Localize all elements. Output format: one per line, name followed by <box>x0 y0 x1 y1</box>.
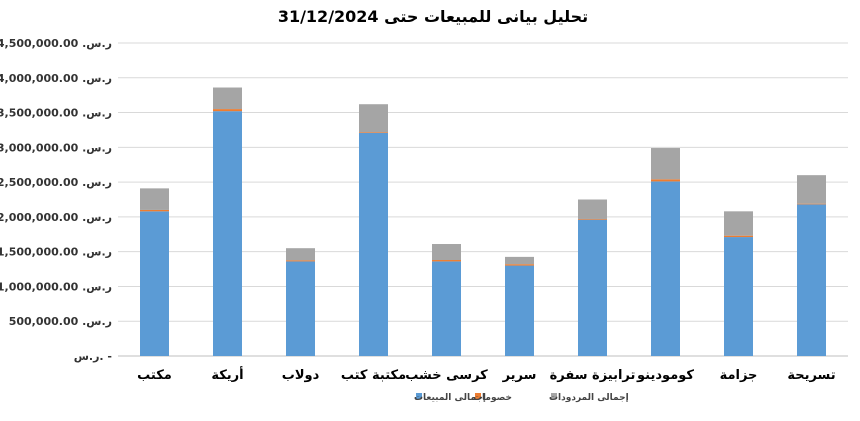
bar-segment <box>140 188 169 210</box>
bar-segment <box>140 211 169 356</box>
bar-segment <box>724 211 753 236</box>
legend-swatch <box>551 393 557 399</box>
x-tick-label: كرسى خشب <box>405 368 488 383</box>
bar-segment <box>724 237 753 356</box>
bar-segment <box>505 265 534 356</box>
chart-title: تحليل بيانى للمبيعات حتى 31/12/2024 <box>278 7 588 26</box>
bar-segment <box>505 256 534 265</box>
y-tick-label: ر.س. 1,500,000.00 <box>0 246 112 259</box>
bar-segment <box>797 175 826 204</box>
bar-segment <box>286 261 315 356</box>
x-tick-label: مكتبة كتب <box>341 368 406 383</box>
y-tick-label: ر.س. 4,000,000.00 <box>0 72 112 85</box>
bar-segment <box>140 209 169 212</box>
bar-segment <box>578 219 607 356</box>
x-tick-label: تسريحة <box>787 368 835 383</box>
bar-segment <box>797 204 826 356</box>
legend-label: إجمالى المبيعات <box>414 393 486 403</box>
y-tick-label: ر.س. 2,500,000.00 <box>0 176 112 189</box>
y-tick-label: ر.س. 500,000.00 <box>9 315 112 328</box>
bar-segment <box>651 148 680 180</box>
bar-segment <box>359 104 388 133</box>
legend-swatch <box>475 393 481 399</box>
x-tick-label: أريكة <box>211 366 243 383</box>
bar-segment <box>651 181 680 356</box>
legend-label: إجمالى المردودات <box>549 393 629 403</box>
bar-segment <box>213 87 242 110</box>
y-axis-ticks: ر.س. - ر.س. 500,000.00 ر.س. 1,000,000.00 ر.… <box>0 37 112 363</box>
y-tick-label: ر.س. - <box>74 350 112 363</box>
x-tick-label: دولاب <box>282 368 320 383</box>
bar-segment <box>213 109 242 112</box>
bar-segment <box>505 264 534 266</box>
x-tick-label: كومودينو <box>636 368 694 383</box>
bar-segment <box>286 260 315 262</box>
bar-segment <box>359 132 388 356</box>
bar-segment <box>432 261 461 356</box>
x-axis-ticks: مكتب أريكة دولاب مكتبة كتب كرسى خشب سرير ترابي… <box>137 366 836 383</box>
x-tick-label: جزامة <box>720 368 758 383</box>
bar-segment <box>359 132 388 133</box>
bar-segment <box>724 235 753 238</box>
bar-segment <box>432 260 461 262</box>
x-tick-label: ترابيزة سفرة <box>550 368 636 383</box>
y-tick-label: ر.س. 4,500,000.00 <box>0 37 112 50</box>
bar-segment <box>797 203 826 205</box>
x-tick-label: سرير <box>502 368 537 383</box>
legend-swatch <box>416 393 422 399</box>
bars <box>140 87 826 356</box>
y-tick-label: ر.س. 3,500,000.00 <box>0 107 112 120</box>
bar-segment <box>432 244 461 261</box>
bar-segment <box>651 179 680 182</box>
y-tick-label: ر.س. 1,000,000.00 <box>0 280 112 293</box>
bar-segment <box>213 111 242 356</box>
bar-segment <box>578 218 607 220</box>
legend-label: خصومات <box>473 393 512 403</box>
bar-segment <box>286 248 315 261</box>
y-tick-label: ر.س. 3,000,000.00 <box>0 141 112 154</box>
x-tick-label: مكتب <box>137 368 172 383</box>
y-tick-label: ر.س. 2,000,000.00 <box>0 211 112 224</box>
bar-segment <box>578 199 607 219</box>
